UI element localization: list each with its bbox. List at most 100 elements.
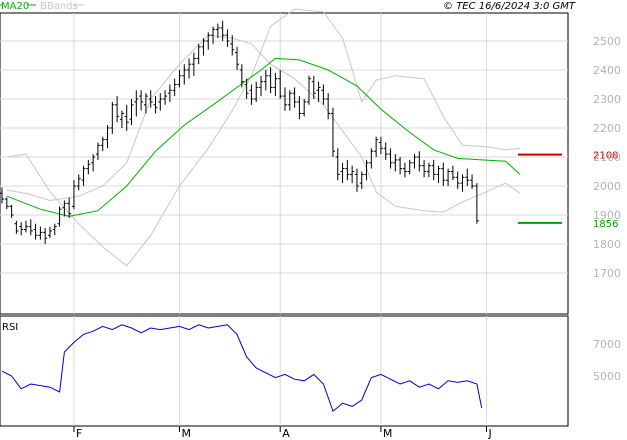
price-bar [316,81,321,102]
price-bar [158,93,163,111]
price-bar [254,81,259,102]
price-bar [436,165,441,184]
resistance-level-label: 2108 [593,151,618,162]
tick-labels-layer: 1700 1800 1900 2000 2100 2200 2300 2400 2500 F M A M… [73,35,621,440]
price-bar [302,99,307,117]
price-bar [383,142,388,160]
price-bar [431,159,436,181]
bbands-line-1 [6,8,521,267]
price-bar [345,159,350,181]
price-bar [163,90,168,105]
price-bar [86,159,91,175]
price-bar [110,101,115,134]
price-bar [474,183,479,224]
price-bar [57,206,62,227]
y-tick-label: 1700 [593,267,621,280]
ma-layer [6,57,521,217]
y-tick-label: 2200 [593,122,621,135]
y-tick-label: 2500 [593,35,621,48]
y-tick-label: 2400 [593,64,621,77]
bbands-layer [6,8,521,267]
price-bar [460,174,465,192]
price-bar [273,72,278,97]
price-bar [139,90,144,111]
grid-layer [0,13,568,426]
price-bar [354,168,359,192]
price-bar [124,104,129,131]
price-bar [364,159,369,181]
price-bar [14,220,19,234]
price-bar [220,20,225,41]
price-bar [369,148,374,169]
main-panel [0,12,569,315]
price-bars-layer [0,20,479,244]
ma20-line [6,57,521,217]
price-bar [321,84,326,105]
price-bar [306,75,311,105]
levels-layer: 2108 1856 [518,151,618,230]
price-bar [81,165,86,186]
price-bar [455,171,460,189]
price-bar [71,180,76,210]
price-bar [143,93,148,114]
price-bar [335,148,340,181]
rsi-y-tick-label: 7000 [593,338,621,351]
rsi-panel [0,315,569,427]
price-bar [259,75,264,97]
price-bar [287,90,292,111]
rsi-line [1,324,483,413]
price-bar [417,151,422,172]
price-bar [215,23,220,39]
price-bar [292,87,297,108]
price-bar [182,64,187,85]
price-bar [268,67,273,94]
ma-legend: MA20 [1,1,29,12]
price-bar [446,168,451,186]
price-bar [235,46,240,70]
price-bar [167,84,172,102]
price-bar [201,38,206,56]
price-bar [211,26,216,44]
x-tick-label: M [383,427,393,440]
price-bar [340,162,345,184]
price-bar [326,93,331,120]
price-bar [129,99,134,126]
y-tick-label: 2000 [593,180,621,193]
price-bar [330,107,335,157]
price-bar [62,200,67,217]
rsi-panel-title: RSI [2,322,18,333]
price-bar [239,64,244,88]
price-bar [470,174,475,189]
y-tick-label: 1800 [593,238,621,251]
price-bar [100,136,105,152]
price-bar [263,70,268,91]
x-tick-label: J [487,427,491,440]
price-bar [43,228,48,244]
price-bar [9,204,14,218]
x-tick-label: F [76,427,82,440]
price-bar [191,52,196,76]
x-tick-label: A [282,427,290,440]
price-bar [230,35,235,56]
price-bar [412,154,417,169]
y-tick-label: 2100 [593,151,621,164]
copyright: © TEC 16/6/2024 3:0 GMT [443,1,576,12]
price-bar [134,90,139,117]
price-bar [393,154,398,172]
bbands-legend: BBands [40,1,78,12]
price-bar [95,142,100,160]
price-bar [283,87,287,111]
rsi-y-tick-label: 5000 [593,370,621,383]
price-bar [196,43,201,65]
price-bar [67,197,72,218]
price-bar [153,96,158,114]
price-bar [402,162,407,178]
price-bar [398,157,403,175]
price-bar [47,226,52,239]
price-bar [426,162,431,178]
price-bar [422,159,427,178]
price-bar [350,165,355,184]
price-bar [38,226,43,240]
price-bar [441,162,446,186]
